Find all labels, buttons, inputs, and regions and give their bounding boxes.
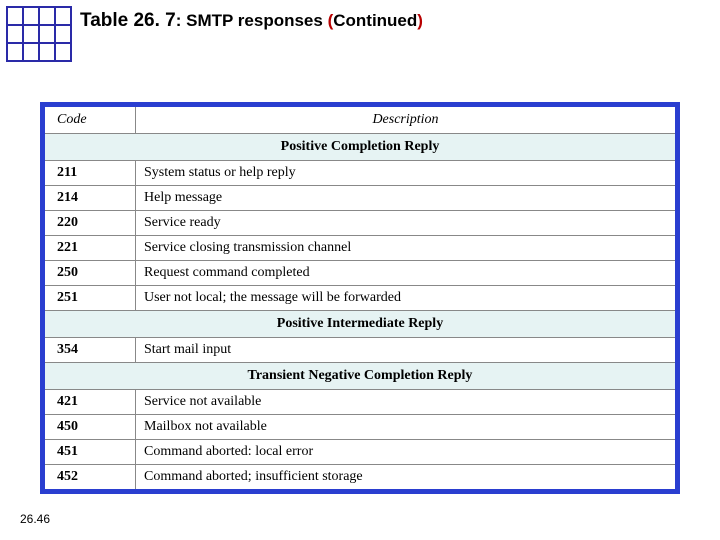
code-cell: 421 (43, 390, 136, 415)
slide-title: Table 26. 7: SMTP responses (Continued) (80, 10, 423, 32)
desc-cell: Request command completed (136, 261, 678, 286)
title-colon: : (176, 11, 186, 30)
table-body: Positive Completion Reply 211 System sta… (43, 134, 678, 492)
code-cell: 251 (43, 286, 136, 311)
desc-cell: User not local; the message will be forw… (136, 286, 678, 311)
code-cell: 211 (43, 161, 136, 186)
code-cell: 214 (43, 186, 136, 211)
title-subject: SMTP responses (186, 11, 327, 30)
desc-cell: Help message (136, 186, 678, 211)
table-row: 421 Service not available (43, 390, 678, 415)
code-cell: 451 (43, 440, 136, 465)
desc-cell: Start mail input (136, 338, 678, 363)
section-heading: Transient Negative Completion Reply (43, 363, 678, 390)
desc-cell: Command aborted; insufficient storage (136, 465, 678, 492)
table-row: 214 Help message (43, 186, 678, 211)
code-cell: 452 (43, 465, 136, 492)
table-header: Code Description (43, 105, 678, 134)
desc-cell: Service not available (136, 390, 678, 415)
desc-cell: System status or help reply (136, 161, 678, 186)
code-cell: 450 (43, 415, 136, 440)
logo-grid-icon (6, 6, 72, 48)
table-row: 220 Service ready (43, 211, 678, 236)
desc-cell: Service closing transmission channel (136, 236, 678, 261)
code-cell: 354 (43, 338, 136, 363)
table-row: 211 System status or help reply (43, 161, 678, 186)
title-prefix: Table 26. 7 (80, 10, 176, 31)
logo-grid (6, 6, 72, 62)
section-heading-row: Transient Negative Completion Reply (43, 363, 678, 390)
title-continued: Continued (333, 11, 417, 30)
header-description: Description (136, 105, 678, 134)
desc-cell: Service ready (136, 211, 678, 236)
slide: { "title": { "prefix": "Table 26. 7", "c… (0, 0, 720, 540)
header-code: Code (43, 105, 136, 134)
table-row: 250 Request command completed (43, 261, 678, 286)
desc-cell: Command aborted: local error (136, 440, 678, 465)
table-row: 354 Start mail input (43, 338, 678, 363)
table-row: 450 Mailbox not available (43, 415, 678, 440)
section-heading-row: Positive Completion Reply (43, 134, 678, 161)
section-heading: Positive Completion Reply (43, 134, 678, 161)
code-cell: 221 (43, 236, 136, 261)
desc-cell: Mailbox not available (136, 415, 678, 440)
table-row: 251 User not local; the message will be … (43, 286, 678, 311)
code-cell: 220 (43, 211, 136, 236)
section-heading: Positive Intermediate Reply (43, 311, 678, 338)
smtp-responses-table: Code Description Positive Completion Rep… (40, 102, 680, 494)
section-heading-row: Positive Intermediate Reply (43, 311, 678, 338)
page-number: 26.46 (20, 512, 50, 526)
table-row: 221 Service closing transmission channel (43, 236, 678, 261)
table-row: 451 Command aborted: local error (43, 440, 678, 465)
table-row: 452 Command aborted; insufficient storag… (43, 465, 678, 492)
code-cell: 250 (43, 261, 136, 286)
title-paren-close: ) (417, 11, 423, 30)
